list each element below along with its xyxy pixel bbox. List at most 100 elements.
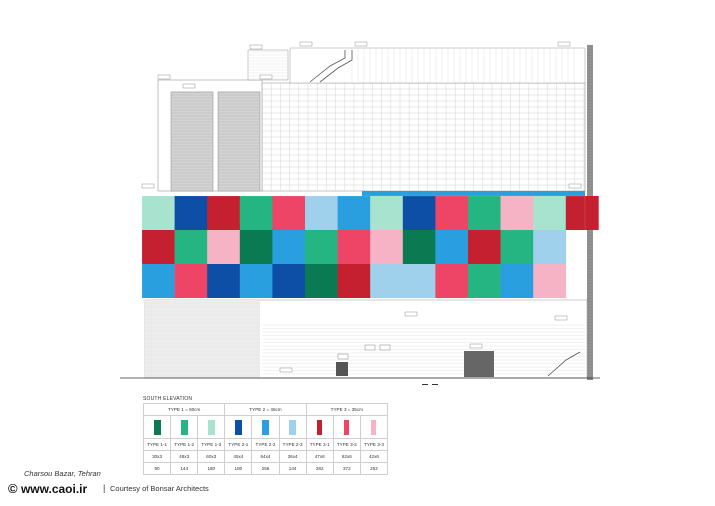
door-block — [464, 351, 494, 377]
legend-type-name: TYPE 1-2 — [170, 438, 199, 451]
door-tag — [337, 353, 349, 360]
mosaic-tile — [370, 264, 404, 298]
level-marker — [141, 183, 155, 189]
south-elevation-drawing — [120, 41, 600, 380]
legend-swatch-cell — [359, 415, 389, 439]
level-marker — [299, 41, 313, 47]
level-marker — [568, 183, 582, 189]
level-marker — [182, 83, 196, 89]
legend-group-type2: TYPE 2 = 45cm — [224, 403, 307, 416]
mosaic-tile — [435, 230, 469, 264]
mosaic-tile — [174, 264, 208, 298]
mosaic-tile — [142, 264, 175, 298]
building-outline — [120, 44, 600, 380]
legend-type-name: TYPE 3-3 — [359, 438, 389, 451]
legend-swatch-cell — [305, 415, 334, 439]
stair — [309, 50, 346, 83]
legend-type-size: 42x6 — [359, 450, 389, 463]
mosaic-tile — [305, 264, 338, 298]
legend-swatch-cell — [278, 415, 307, 439]
legend-type-count: 252 — [359, 462, 389, 475]
mosaic-tile — [500, 196, 534, 230]
mosaic-tile — [435, 264, 469, 298]
legend-type-name: TYPE 2-1 — [224, 438, 253, 451]
legend-type-size: 30x3 — [142, 450, 172, 463]
legend-title: SOUTH ELEVATION — [143, 396, 193, 402]
tile-swatch — [371, 419, 377, 435]
mosaic-tile — [239, 264, 273, 298]
level-marker — [249, 44, 263, 50]
mosaic-tile — [370, 196, 404, 230]
legend-swatch-cell — [197, 415, 226, 439]
mosaic-tile — [370, 230, 404, 264]
level-marker — [354, 41, 368, 47]
mosaic-tile — [468, 230, 501, 264]
stair — [547, 351, 581, 377]
level-marker — [404, 311, 418, 317]
mosaic-tile — [402, 264, 436, 298]
small-door — [336, 362, 348, 376]
mosaic-frame — [141, 195, 586, 300]
tile-swatch — [153, 419, 161, 435]
mosaic-tile — [337, 264, 371, 298]
legend-type-count: 180 — [197, 462, 226, 475]
mosaic-tile — [402, 196, 436, 230]
legend-table: TYPE 1 = 60cm TYPE 2 = 45cm TYPE 3 = 35c… — [142, 403, 389, 475]
mosaic-tile — [565, 196, 599, 230]
dash-mark — [422, 384, 428, 385]
mosaic-tile — [207, 264, 241, 298]
mosaic-tile — [468, 264, 501, 298]
door-tag — [364, 344, 376, 351]
legend-swatch-row — [142, 415, 389, 439]
level-marker — [279, 367, 293, 373]
mosaic-tile — [174, 230, 208, 264]
stair — [319, 50, 353, 83]
legend-type-size: 64x4 — [251, 450, 280, 463]
hatched-window — [217, 91, 261, 192]
mosaic-tile — [337, 196, 371, 230]
mosaic-tile — [402, 230, 436, 264]
mosaic-tile — [207, 196, 241, 230]
mosaic-tile — [272, 264, 306, 298]
legend-type-size: 45x4 — [224, 450, 253, 463]
mosaic-tile — [142, 230, 175, 264]
legend-type-name: TYPE 3-1 — [305, 438, 334, 451]
legend-swatch-cell — [142, 415, 172, 439]
roof-structure — [289, 47, 586, 84]
mosaic-tile — [435, 196, 469, 230]
mosaic-tile — [500, 230, 534, 264]
mosaic-tile — [468, 196, 501, 230]
elevation-details — [141, 41, 582, 373]
legend-type-count: 372 — [332, 462, 361, 475]
mosaic-tile — [142, 196, 175, 230]
mosaic-tile — [207, 230, 241, 264]
legend-type-count: 256 — [251, 462, 280, 475]
tile-swatch — [344, 419, 350, 435]
legend-swatch-cell — [224, 415, 253, 439]
mosaic-tile — [500, 264, 534, 298]
credit-text: Courtesy of Bonsar Architects — [110, 484, 209, 493]
legend-type-size: 36x4 — [278, 450, 307, 463]
level-marker — [157, 74, 171, 80]
mosaic-tile — [533, 230, 567, 264]
legend-type-name: TYPE 3-2 — [332, 438, 361, 451]
copyright-symbol: © — [8, 481, 18, 496]
dash-mark — [432, 384, 438, 385]
location-caption: Charsou Bazar, Tehran — [24, 469, 101, 478]
door-tag — [379, 344, 391, 351]
tile-swatch — [317, 419, 323, 435]
level-marker — [259, 74, 273, 80]
tile-swatch — [234, 419, 242, 435]
legend-swatch-cell — [170, 415, 199, 439]
mosaic-tile — [272, 196, 306, 230]
legend-type-name: TYPE 1-3 — [197, 438, 226, 451]
legend-type-name: TYPE 1-1 — [142, 438, 172, 451]
mosaic-top-strip — [362, 191, 585, 196]
legend-type-size: 62x6 — [332, 450, 361, 463]
footer-separator: | — [103, 483, 106, 493]
level-marker — [557, 41, 571, 47]
tile-swatch — [261, 419, 269, 435]
legend-type-name: TYPE 2-3 — [278, 438, 307, 451]
level-marker — [554, 315, 568, 321]
mosaic-tile — [272, 230, 306, 264]
